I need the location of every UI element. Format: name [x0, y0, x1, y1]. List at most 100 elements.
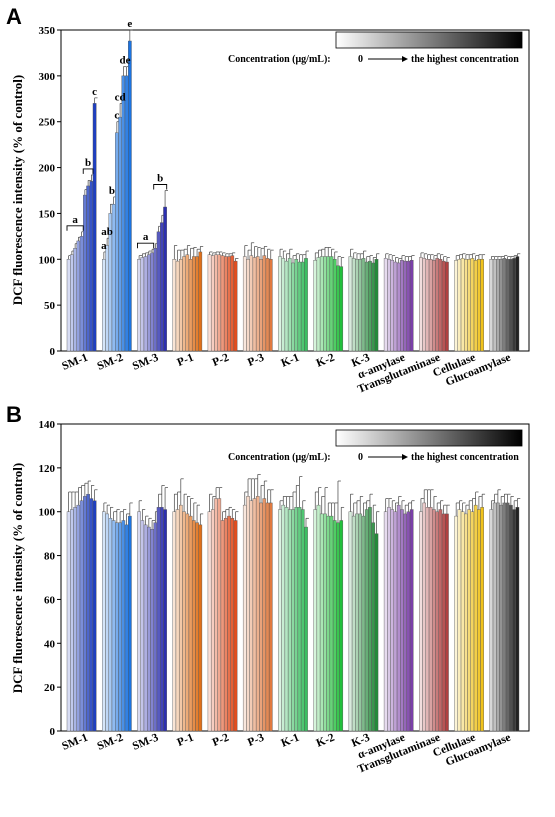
panel-letter: B	[6, 402, 22, 427]
significance-bracket	[137, 242, 155, 249]
y-tick-label: 200	[39, 163, 56, 175]
bar	[438, 259, 443, 352]
bar	[355, 513, 359, 732]
bar	[435, 258, 439, 352]
bar	[425, 507, 430, 732]
bar	[220, 520, 225, 732]
bar	[172, 259, 177, 352]
bar	[233, 260, 238, 352]
bar	[265, 258, 270, 352]
category-label: SM-2	[96, 732, 126, 753]
bar	[329, 256, 334, 352]
bar	[339, 520, 344, 732]
panel-a: A 0 50 100 150 200 250 300 350 DCF fluorescence i…	[6, 4, 530, 396]
bar	[297, 507, 302, 732]
bar	[326, 256, 331, 352]
bar	[435, 511, 439, 732]
bar	[374, 259, 379, 352]
bar	[140, 520, 145, 732]
bar	[300, 261, 305, 352]
bar	[409, 509, 414, 732]
y-tick-label: 140	[39, 419, 56, 431]
bar	[259, 259, 263, 352]
bar	[441, 260, 446, 352]
bar	[76, 240, 81, 352]
bar	[128, 40, 132, 352]
bar	[374, 533, 379, 732]
bar	[255, 496, 260, 732]
bar	[425, 259, 430, 352]
bar	[492, 259, 497, 352]
bar	[128, 515, 132, 732]
bar	[316, 257, 321, 352]
bar	[66, 511, 71, 732]
bar	[291, 262, 295, 352]
bar	[255, 256, 260, 352]
bar	[220, 255, 225, 352]
bar	[422, 502, 427, 732]
significance-bracket	[66, 225, 84, 231]
bar	[502, 502, 507, 732]
significance-letter: a	[101, 240, 107, 252]
bar	[175, 260, 180, 352]
significance-letter: e	[127, 18, 132, 30]
bar	[419, 511, 423, 732]
y-tick-label: 100	[39, 507, 56, 519]
bar	[182, 511, 186, 732]
bar	[351, 258, 356, 352]
bar	[300, 509, 305, 732]
bar	[460, 258, 465, 352]
bar	[102, 259, 106, 352]
bar	[246, 496, 250, 732]
category-label: K-2	[315, 352, 337, 370]
bar	[464, 259, 468, 352]
bar	[361, 515, 366, 732]
bar	[329, 515, 334, 732]
y-axis-label: DCF fluorescence intensity (% of control…	[10, 463, 25, 693]
bar	[294, 507, 299, 732]
bar	[358, 259, 363, 352]
bar	[92, 103, 97, 352]
bar	[121, 520, 126, 732]
bar	[214, 498, 218, 732]
bar	[477, 509, 481, 732]
bar	[137, 259, 141, 352]
y-tick-label: 120	[39, 463, 56, 475]
bar	[473, 504, 478, 732]
bar	[163, 509, 167, 732]
bar	[477, 259, 481, 352]
bar	[470, 511, 475, 732]
bar	[512, 258, 516, 352]
legend-high: the highest concentration	[411, 452, 519, 463]
bar	[105, 513, 109, 732]
bar	[214, 254, 218, 352]
bar	[185, 254, 190, 352]
bar	[230, 518, 235, 732]
bar	[284, 507, 289, 732]
bar	[163, 206, 167, 352]
category-label: SM-1	[60, 352, 90, 373]
bar	[178, 259, 183, 352]
bar	[505, 259, 510, 352]
bar	[137, 511, 141, 732]
bar	[332, 259, 337, 352]
bar	[438, 509, 443, 732]
bar	[76, 504, 81, 732]
bar	[515, 256, 520, 352]
legend-high: the highest concentration	[411, 54, 519, 65]
bar	[480, 259, 484, 352]
bar	[387, 259, 391, 352]
bar	[304, 526, 308, 732]
bar	[419, 257, 423, 352]
bar	[115, 132, 119, 352]
bar	[368, 260, 372, 352]
bar	[509, 259, 513, 352]
bar	[428, 259, 433, 352]
bar	[467, 509, 471, 732]
bar	[278, 256, 282, 352]
bar	[432, 260, 436, 352]
bar	[262, 255, 267, 352]
bar	[217, 254, 222, 352]
category-label: P-2	[211, 732, 231, 749]
bar	[73, 507, 77, 732]
